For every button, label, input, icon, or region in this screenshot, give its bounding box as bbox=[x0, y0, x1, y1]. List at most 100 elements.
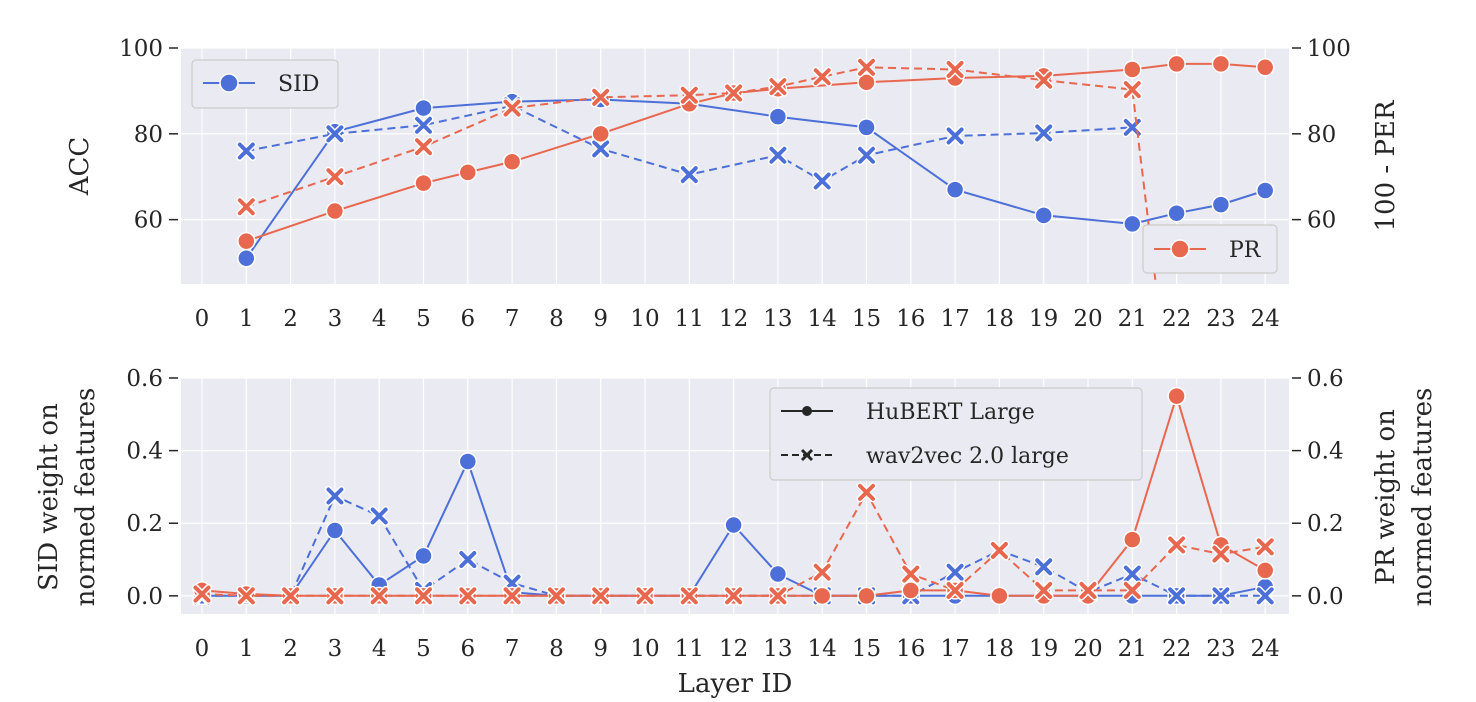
point-sid-hubert bbox=[1167, 203, 1186, 223]
point-pr-wav2vec bbox=[547, 587, 565, 605]
point-sid-wav2vec bbox=[1212, 587, 1230, 605]
point-pr-wav2vec bbox=[326, 168, 344, 186]
x-tick-label: 5 bbox=[416, 306, 431, 332]
point-pr-wav2vec bbox=[282, 587, 300, 605]
x-tick-label: 12 bbox=[719, 306, 748, 332]
legend-wav2vec-marker bbox=[800, 448, 814, 462]
x-tick-label: 4 bbox=[372, 636, 387, 662]
right-y-tick-label: 80 bbox=[1307, 122, 1336, 148]
point-pr-wav2vec bbox=[415, 587, 432, 605]
point-pr-wav2vec bbox=[592, 88, 610, 106]
point-pr-wav2vec bbox=[1035, 581, 1053, 599]
point-pr-hubert bbox=[414, 173, 433, 193]
point-pr-wav2vec bbox=[1123, 581, 1141, 599]
x-tick-label: 5 bbox=[416, 636, 431, 662]
point-sid-wav2vec bbox=[813, 172, 831, 190]
point-sid-wav2vec bbox=[237, 142, 255, 160]
left-y-tick-label: 0.2 bbox=[126, 511, 163, 537]
x-tick-label: 23 bbox=[1206, 636, 1235, 662]
x-tick-label: 16 bbox=[896, 306, 925, 332]
point-pr-wav2vec bbox=[680, 86, 698, 104]
legend-pr-label: PR bbox=[1229, 238, 1262, 263]
x-tick-label: 19 bbox=[1029, 306, 1058, 332]
x-tick-label: 8 bbox=[549, 306, 564, 332]
bottom-panel: 0 1 2 3 4 5 6 7 8 9 10 11 12 13 14 15 16 17 18 19 20 21 22 23 24… bbox=[34, 366, 1438, 699]
bottom-right-y-axis-label-line1: PR weight on bbox=[1371, 409, 1401, 585]
x-tick-label: 7 bbox=[505, 306, 520, 332]
point-sid-hubert bbox=[1034, 206, 1053, 225]
point-pr-wav2vec bbox=[1212, 545, 1230, 563]
x-tick-label: 13 bbox=[763, 636, 792, 662]
series-line-sid-wav2vec bbox=[246, 104, 1133, 183]
top-x-tick-labels: 0 1 2 3 4 5 6 7 8 9 10 11 12 13 14 15 16 17 18 19 20 21 22 23 24 bbox=[195, 306, 1280, 332]
x-tick-label: 15 bbox=[852, 636, 881, 662]
bottom-x-tick-labels: 0 1 2 3 4 5 6 7 8 9 10 11 12 13 14 15 16 17 18 19 20 21 22 23 24 bbox=[195, 636, 1280, 662]
point-pr-wav2vec bbox=[636, 587, 654, 605]
x-tick-label: 14 bbox=[808, 636, 837, 662]
x-tick-label: 22 bbox=[1162, 636, 1191, 662]
point-sid-hubert bbox=[768, 107, 788, 126]
point-sid-hubert bbox=[945, 180, 965, 199]
top-right-y-axis-label: 100 - PER bbox=[1371, 99, 1401, 231]
legend-pr: PR bbox=[1142, 224, 1278, 274]
top-panel: 0 1 2 3 4 5 6 7 8 9 10 11 12 13 14 15 16 17 18 19 20 21 22 23 24… bbox=[65, 36, 1401, 332]
x-tick-label: 16 bbox=[896, 636, 925, 662]
x-tick-label: 22 bbox=[1162, 306, 1191, 332]
point-pr-wav2vec bbox=[813, 563, 831, 581]
point-sid-hubert bbox=[724, 515, 743, 535]
x-tick-label: 6 bbox=[460, 636, 475, 662]
legend-models: HuBERT Large wav2vec 2.0 large bbox=[769, 387, 1143, 481]
point-pr-wav2vec bbox=[680, 587, 698, 605]
point-sid-hubert bbox=[325, 521, 345, 540]
top-right-y-tick-labels: 60 80 100 bbox=[1292, 36, 1351, 234]
point-sid-wav2vec bbox=[680, 166, 698, 184]
point-pr-hubert bbox=[901, 581, 921, 600]
point-pr-hubert bbox=[325, 201, 345, 221]
bottom-left-y-tick-labels: 0.0 0.2 0.4 0.6 bbox=[126, 366, 178, 610]
point-pr-wav2vec bbox=[858, 483, 875, 501]
right-y-tick-label: 0.6 bbox=[1307, 366, 1344, 392]
point-pr-wav2vec bbox=[237, 198, 255, 216]
top-series bbox=[236, 54, 1275, 284]
bottom-right-y-tick-labels: 0.0 0.2 0.4 0.6 bbox=[1292, 366, 1344, 610]
left-y-tick-label: 0.4 bbox=[126, 439, 163, 465]
point-sid-hubert bbox=[458, 452, 478, 471]
left-y-tick-label: 0.6 bbox=[126, 366, 163, 392]
bottom-series bbox=[192, 386, 1276, 606]
right-y-tick-label: 0.0 bbox=[1307, 584, 1344, 610]
x-tick-label: 11 bbox=[675, 636, 704, 662]
point-pr-hubert bbox=[1255, 561, 1275, 580]
x-tick-label: 11 bbox=[675, 306, 704, 332]
point-pr-wav2vec bbox=[1123, 81, 1141, 99]
bottom-left-y-axis-label-line2: normed features bbox=[71, 388, 101, 607]
point-pr-wav2vec bbox=[193, 585, 211, 603]
right-y-tick-label: 0.4 bbox=[1307, 439, 1344, 465]
x-tick-label: 9 bbox=[593, 636, 608, 662]
point-pr-wav2vec bbox=[725, 587, 743, 605]
point-sid-wav2vec bbox=[858, 146, 875, 164]
x-tick-label: 7 bbox=[505, 636, 520, 662]
point-sid-wav2vec bbox=[459, 551, 477, 569]
point-pr-hubert bbox=[990, 586, 1009, 606]
point-pr-wav2vec bbox=[725, 84, 743, 102]
x-tick-label: 10 bbox=[630, 306, 659, 332]
point-pr-hubert bbox=[1255, 58, 1275, 77]
point-pr-wav2vec bbox=[503, 587, 521, 605]
point-sid-wav2vec bbox=[370, 507, 388, 525]
x-tick-label: 1 bbox=[239, 636, 254, 662]
x-tick-label: 2 bbox=[283, 306, 298, 332]
legend-pr-marker bbox=[1170, 239, 1190, 259]
x-tick-label: 4 bbox=[372, 306, 387, 332]
point-sid-hubert bbox=[414, 98, 433, 118]
legend-sid-label: SID bbox=[278, 72, 319, 97]
point-pr-wav2vec bbox=[902, 565, 920, 583]
x-tick-label: 17 bbox=[940, 636, 969, 662]
point-pr-hubert bbox=[1211, 54, 1231, 74]
point-pr-hubert bbox=[502, 152, 522, 171]
point-pr-hubert bbox=[1123, 60, 1142, 79]
point-pr-wav2vec bbox=[459, 587, 477, 605]
legend-hubert-marker bbox=[802, 406, 812, 416]
x-tick-label: 8 bbox=[549, 636, 564, 662]
x-tick-label: 21 bbox=[1118, 636, 1147, 662]
